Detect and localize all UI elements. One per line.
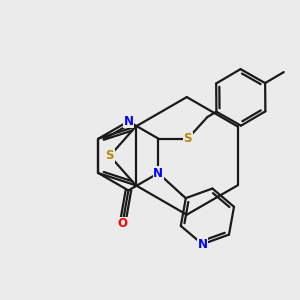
Text: O: O	[118, 217, 128, 230]
Text: N: N	[153, 167, 163, 180]
Text: N: N	[197, 238, 207, 251]
Text: S: S	[106, 149, 114, 162]
Text: S: S	[184, 132, 192, 145]
Text: N: N	[123, 115, 134, 128]
